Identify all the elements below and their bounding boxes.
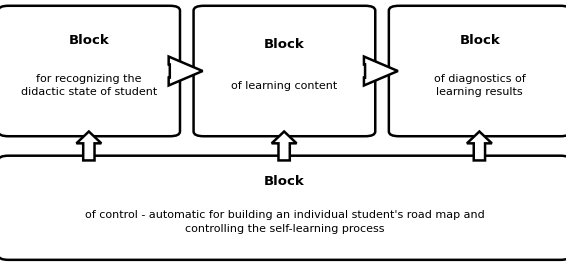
Text: Block: Block (69, 34, 109, 47)
Text: of control - automatic for building an individual student's road map and
control: of control - automatic for building an i… (84, 210, 484, 234)
Text: of diagnostics of
learning results: of diagnostics of learning results (434, 74, 526, 97)
Text: of learning content: of learning content (231, 80, 337, 90)
Text: Block: Block (460, 34, 500, 47)
Polygon shape (364, 57, 398, 85)
Polygon shape (169, 57, 203, 85)
FancyBboxPatch shape (389, 6, 566, 136)
FancyBboxPatch shape (194, 6, 375, 136)
Text: Block: Block (264, 175, 305, 188)
Text: Block: Block (264, 38, 305, 51)
FancyBboxPatch shape (0, 156, 566, 260)
Polygon shape (272, 132, 297, 160)
FancyBboxPatch shape (0, 6, 180, 136)
Polygon shape (76, 132, 101, 160)
Text: for recognizing the
didactic state of student: for recognizing the didactic state of st… (21, 74, 157, 97)
Polygon shape (467, 132, 492, 160)
